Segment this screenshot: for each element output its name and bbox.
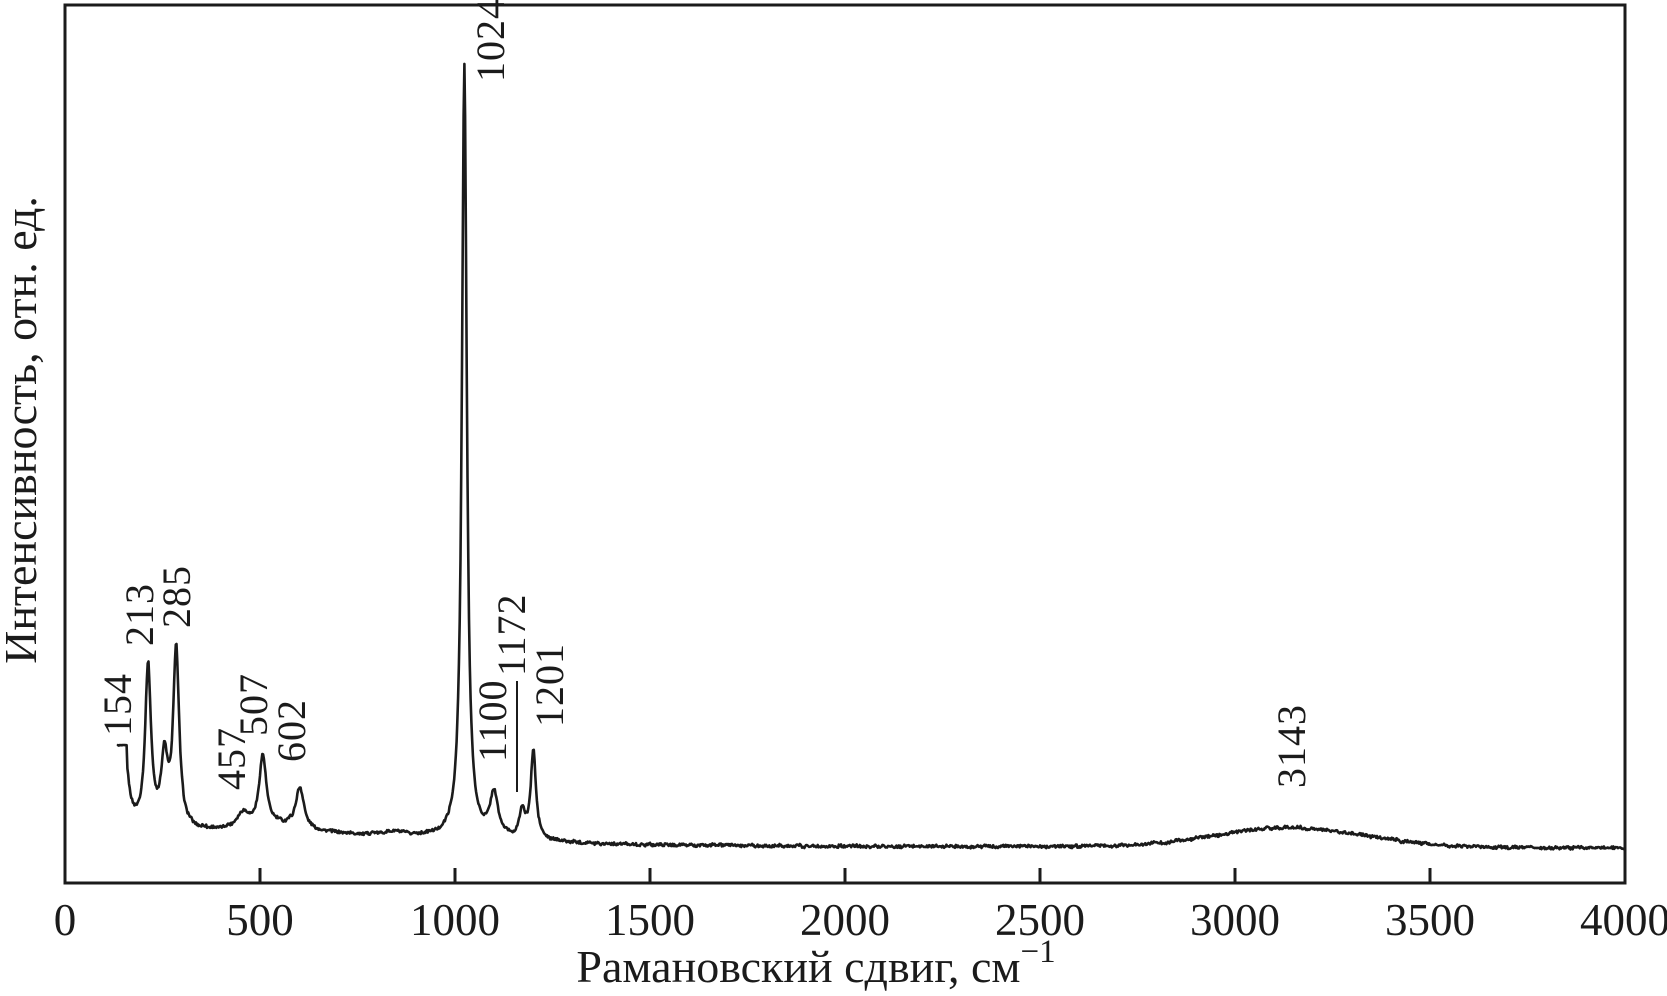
x-axis-title-text: Рамановский сдвиг, см bbox=[576, 941, 1020, 992]
x-tick-label: 4000 bbox=[1580, 895, 1667, 945]
x-tick-label: 3500 bbox=[1385, 895, 1475, 945]
peak-label-457: 457 bbox=[209, 727, 254, 790]
x-axis-title: Рамановский сдвиг, см−1 bbox=[576, 934, 1055, 992]
x-tick-label: 0 bbox=[54, 895, 77, 945]
x-tick-label: 1000 bbox=[410, 895, 500, 945]
peak-label-602: 602 bbox=[269, 699, 314, 762]
peak-label-1100: 1100 bbox=[470, 679, 515, 762]
x-tick-label: 3000 bbox=[1190, 895, 1280, 945]
x-tick-label: 2500 bbox=[995, 895, 1085, 945]
peak-label-154: 154 bbox=[95, 673, 140, 736]
peak-label-213: 213 bbox=[117, 583, 162, 646]
x-axis-title-superscript: −1 bbox=[1021, 934, 1056, 970]
peak-label-507: 507 bbox=[231, 673, 276, 736]
peak-label-1024: 1024 bbox=[468, 0, 513, 82]
peak-label-3143: 3143 bbox=[1269, 704, 1314, 788]
spectrum-trace bbox=[116, 62, 1627, 852]
x-tick-label: 2000 bbox=[800, 895, 890, 945]
y-axis-title: Интенсивность, отн. ед. bbox=[0, 196, 46, 664]
x-axis-ticks bbox=[63, 868, 1627, 883]
peak-label-1172: 1172 bbox=[489, 593, 534, 676]
peak-label-285: 285 bbox=[154, 565, 199, 628]
x-tick-label: 1500 bbox=[605, 895, 695, 945]
plot-area bbox=[63, 3, 1627, 885]
x-axis-tick-labels: 0 500 1000 1500 2000 2500 3000 3500 4000 bbox=[54, 895, 1667, 945]
peak-label-1201: 1201 bbox=[527, 643, 572, 727]
x-tick-label: 500 bbox=[226, 895, 294, 945]
